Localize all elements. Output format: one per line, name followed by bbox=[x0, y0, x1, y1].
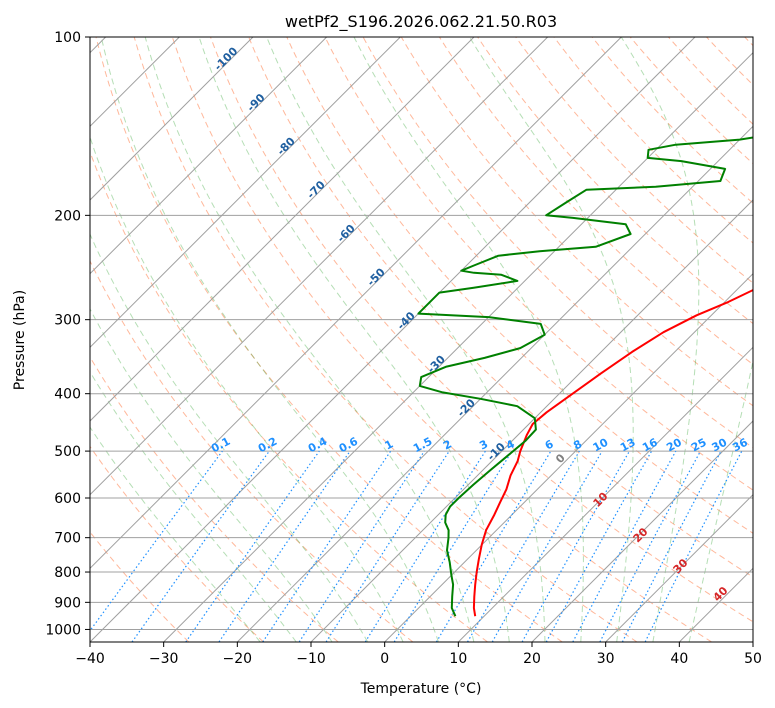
isotherm-line bbox=[163, 51, 753, 642]
x-tick-label: 10 bbox=[449, 651, 467, 667]
dry-adiabat bbox=[210, 37, 753, 623]
y-tick-label: 600 bbox=[54, 491, 81, 507]
moist-adiabat bbox=[100, 37, 439, 642]
mixing-ratio-label: 20 bbox=[664, 436, 684, 455]
dry-adiabat bbox=[90, 356, 339, 642]
y-tick-label: 900 bbox=[54, 595, 81, 611]
moist-adiabat bbox=[90, 370, 297, 642]
isotherm-line bbox=[457, 346, 753, 642]
mixing-ratio-line bbox=[218, 450, 351, 642]
isotherm-line bbox=[90, 37, 401, 349]
mixing-ratio-label: 16 bbox=[640, 436, 660, 455]
y-axis: 100 200 300 400 500 600 700 800 900 1000 bbox=[45, 30, 90, 638]
mixing-ratio-label: 13 bbox=[618, 436, 638, 455]
dry-adiabat bbox=[133, 37, 638, 642]
dry-adiabat bbox=[286, 37, 753, 534]
x-tick-label: 50 bbox=[744, 651, 762, 667]
moist-adiabat bbox=[198, 37, 510, 642]
isotherm-line bbox=[531, 420, 753, 642]
dry-adiabat bbox=[171, 37, 712, 642]
x-tick-label: 20 bbox=[523, 651, 541, 667]
y-axis-label: Pressure (hPa) bbox=[12, 290, 28, 390]
y-tick-label: 100 bbox=[54, 30, 81, 46]
y-tick-label: 400 bbox=[54, 387, 81, 403]
dry-adiabat bbox=[515, 37, 753, 284]
dry-adiabat bbox=[90, 259, 414, 642]
isotherm-line bbox=[90, 37, 328, 275]
x-tick-label: 40 bbox=[670, 651, 688, 667]
x-axis-label: Temperature (°C) bbox=[360, 681, 482, 697]
isotherm-line bbox=[605, 493, 753, 642]
y-tick-label: 700 bbox=[54, 531, 81, 547]
y-tick-label: 300 bbox=[54, 313, 81, 329]
isotherm-line bbox=[90, 37, 254, 201]
moist-adiabat bbox=[469, 37, 634, 642]
mixing-ratio-label: 36 bbox=[730, 436, 750, 455]
x-axis: −40 −30 −20 −10 0 10 20 30 40 50 bbox=[75, 642, 762, 667]
mixing-ratio-line bbox=[131, 450, 270, 642]
plot-frame bbox=[89, 36, 754, 643]
x-tick-label: 0 bbox=[380, 651, 389, 667]
mixing-ratio-line bbox=[572, 450, 677, 642]
mixing-ratio-label: 10 bbox=[591, 436, 611, 455]
moist-adiabat bbox=[266, 37, 546, 642]
mixing-ratio-line bbox=[644, 450, 743, 642]
background-lines bbox=[90, 37, 753, 642]
isotherm-line bbox=[236, 125, 753, 642]
mixing-ratio-line bbox=[521, 450, 631, 642]
dry-adiabat bbox=[90, 445, 264, 642]
moist-adiabat bbox=[90, 426, 261, 642]
x-tick-label: −10 bbox=[296, 651, 326, 667]
moist-adiabat bbox=[144, 37, 475, 642]
mixing-ratio-line bbox=[325, 450, 450, 642]
moist-adiabat bbox=[620, 37, 700, 642]
moist-adiabat bbox=[688, 358, 753, 642]
y-tick-label: 800 bbox=[54, 565, 81, 581]
mixing-ratio-label: 30 bbox=[710, 436, 730, 455]
isotherm-line bbox=[90, 37, 475, 422]
dry-adiabat bbox=[324, 37, 753, 491]
x-tick-label: 30 bbox=[597, 651, 615, 667]
isotherm-line bbox=[310, 199, 753, 642]
x-tick-label: −20 bbox=[223, 651, 253, 667]
moist-adiabat bbox=[353, 37, 584, 642]
y-tick-label: 1000 bbox=[45, 622, 81, 638]
isotherm-line bbox=[384, 272, 753, 642]
profile-lines bbox=[417, 136, 753, 617]
dry-adiabat bbox=[248, 37, 753, 578]
isotherm-line bbox=[90, 37, 549, 496]
isotherm-line bbox=[90, 37, 622, 570]
x-tick-label: −30 bbox=[149, 651, 179, 667]
chart-title: wetPf2_S196.2026.062.21.50.R03 bbox=[285, 12, 557, 32]
dewpoint-profile bbox=[417, 136, 753, 617]
mixing-ratio-line bbox=[393, 450, 513, 642]
isotherm-line bbox=[90, 37, 696, 642]
moist-adiabat bbox=[90, 232, 369, 642]
mixing-ratio-line bbox=[298, 450, 425, 642]
mixing-ratio-line bbox=[185, 450, 320, 642]
dry-adiabat bbox=[95, 37, 563, 642]
x-tick-label: −40 bbox=[75, 651, 105, 667]
y-tick-label: 500 bbox=[54, 444, 81, 460]
mixing-ratio-label: 25 bbox=[689, 436, 709, 455]
mixing-ratio-line bbox=[90, 450, 223, 632]
mixing-ratio-line bbox=[545, 450, 653, 642]
y-tick-label: 200 bbox=[54, 208, 81, 224]
mixing-ratio-line bbox=[262, 450, 392, 642]
temperature-profile bbox=[472, 288, 753, 617]
moist-adiabat bbox=[90, 308, 333, 642]
